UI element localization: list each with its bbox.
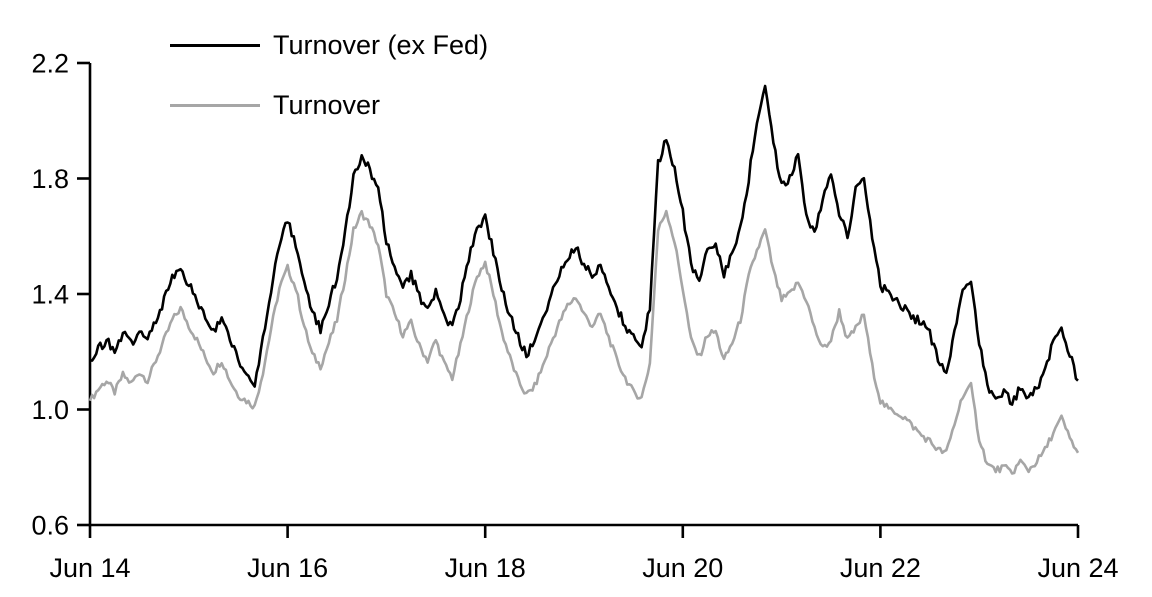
y-tick-label: 1.8 xyxy=(31,164,69,194)
legend-item-turnover-ex-fed: Turnover (ex Fed) xyxy=(170,28,488,62)
legend: Turnover (ex Fed) Turnover xyxy=(170,28,488,148)
x-tick-label: Jun 16 xyxy=(247,553,328,583)
y-tick-label: 2.2 xyxy=(31,49,69,79)
legend-item-turnover: Turnover xyxy=(170,88,488,122)
series-line-turnover-ex-fed xyxy=(89,84,1079,406)
y-tick-label: 0.6 xyxy=(31,511,69,541)
legend-label-turnover: Turnover xyxy=(273,90,381,120)
legend-line-sample-black xyxy=(170,43,260,47)
series-line-turnover xyxy=(88,209,1080,475)
x-tick-label: Jun 22 xyxy=(840,553,921,583)
y-tick-label: 1.4 xyxy=(31,280,69,310)
y-tick-label: 1.0 xyxy=(31,395,69,425)
x-tick-label: Jun 14 xyxy=(49,553,130,583)
x-tick-label: Jun 20 xyxy=(642,553,723,583)
x-tick-label: Jun 18 xyxy=(445,553,526,583)
x-tick-label: Jun 24 xyxy=(1037,553,1118,583)
legend-line-sample-gray xyxy=(170,103,260,107)
legend-label-turnover-ex-fed: Turnover (ex Fed) xyxy=(273,30,489,60)
